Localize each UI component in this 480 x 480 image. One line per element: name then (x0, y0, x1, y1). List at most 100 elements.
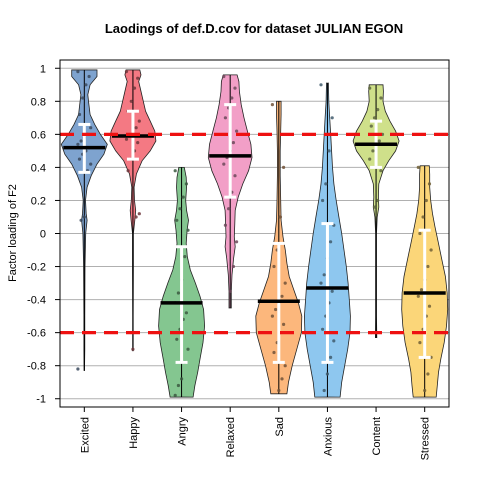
data-point (233, 174, 237, 178)
data-point (84, 83, 88, 87)
x-tick-label: Content (371, 417, 383, 456)
data-point (173, 393, 177, 397)
data-point (180, 377, 184, 381)
data-point (76, 142, 80, 146)
data-point (416, 165, 420, 169)
data-point (376, 108, 380, 112)
data-point (124, 137, 129, 141)
y-tick-label: 0.2 (31, 195, 46, 207)
data-point (283, 364, 287, 368)
data-point (82, 215, 86, 219)
y-tick-label: -1 (36, 394, 46, 406)
x-tick-label: Relaxed (225, 417, 237, 457)
data-point (186, 228, 190, 232)
violin-content (352, 84, 400, 338)
x-tick-label: Anxious (322, 417, 334, 457)
data-point (274, 307, 278, 312)
data-point (176, 291, 180, 295)
data-point (416, 294, 420, 298)
data-point (176, 383, 180, 388)
violin-happy (109, 69, 157, 352)
data-point (429, 248, 433, 252)
data-point (227, 207, 231, 211)
data-point (372, 116, 377, 120)
data-point (282, 322, 286, 326)
x-axis: Excited Happy Angry Relaxed Sad Anxious Conten… (79, 407, 432, 460)
data-point (327, 149, 331, 153)
data-point (134, 126, 138, 130)
data-point (235, 129, 239, 133)
data-point (330, 289, 334, 293)
data-point (427, 304, 432, 308)
violins (60, 69, 449, 398)
data-point (371, 149, 375, 153)
y-tick-label: -0.6 (27, 328, 46, 340)
data-point (76, 70, 80, 74)
data-point (418, 231, 422, 236)
data-point (324, 182, 328, 186)
data-point (87, 74, 91, 79)
data-point (319, 83, 323, 87)
data-point (368, 157, 372, 161)
data-point (129, 99, 133, 103)
data-point (379, 96, 383, 100)
data-point (321, 327, 325, 331)
data-point (173, 169, 177, 173)
x-tick-label: Stressed (420, 417, 432, 460)
data-point (186, 347, 190, 351)
data-point (79, 218, 83, 222)
data-point (423, 388, 427, 393)
violin-sad (255, 100, 303, 395)
data-point (231, 141, 235, 145)
data-point (426, 264, 430, 269)
data-point (368, 86, 372, 90)
data-point (427, 182, 432, 186)
data-point (181, 195, 185, 199)
y-tick-label: 0.4 (31, 162, 46, 174)
data-point (175, 218, 179, 222)
data-point (283, 281, 287, 285)
chart-title: Laodings of def.D.cov for dataset JULIAN… (105, 21, 403, 36)
data-point (175, 337, 179, 341)
data-point (330, 116, 334, 120)
data-point (426, 372, 430, 376)
data-point (270, 103, 274, 107)
data-point (183, 255, 187, 259)
data-point (377, 139, 381, 143)
data-point (278, 215, 282, 219)
data-point (272, 264, 276, 269)
data-point (329, 355, 333, 359)
y-axis-label: Factor loading of F2 (7, 184, 19, 282)
data-point (277, 388, 281, 393)
data-point (319, 281, 323, 285)
data-point (136, 76, 140, 80)
x-tick-label: Angry (177, 417, 189, 446)
data-point (79, 139, 83, 143)
data-point (369, 124, 373, 128)
violin-angry (158, 166, 206, 398)
data-point (235, 240, 239, 244)
data-point (178, 207, 182, 211)
data-point (322, 273, 326, 277)
y-tick-label: -0.8 (27, 361, 46, 373)
data-point (77, 157, 82, 161)
data-point (230, 96, 234, 100)
data-point (424, 198, 428, 203)
data-point (77, 112, 82, 117)
data-point (280, 294, 284, 298)
data-point (222, 162, 226, 166)
y-axis: 1 0.8 0.6 0.4 0.2 0 -0.2 -0.4 -0.6 -0.8 -1 (27, 63, 60, 406)
data-point (223, 223, 227, 227)
violin-excited (60, 69, 108, 372)
data-point (184, 182, 188, 186)
y-tick-label: 1 (40, 63, 46, 75)
data-point (280, 377, 284, 381)
data-point (222, 74, 226, 79)
y-tick-label: 0.8 (31, 96, 46, 108)
data-point (321, 198, 325, 203)
data-point (372, 205, 377, 209)
data-point (231, 264, 235, 269)
data-point (76, 367, 80, 371)
x-tick-label: Happy (128, 417, 140, 449)
